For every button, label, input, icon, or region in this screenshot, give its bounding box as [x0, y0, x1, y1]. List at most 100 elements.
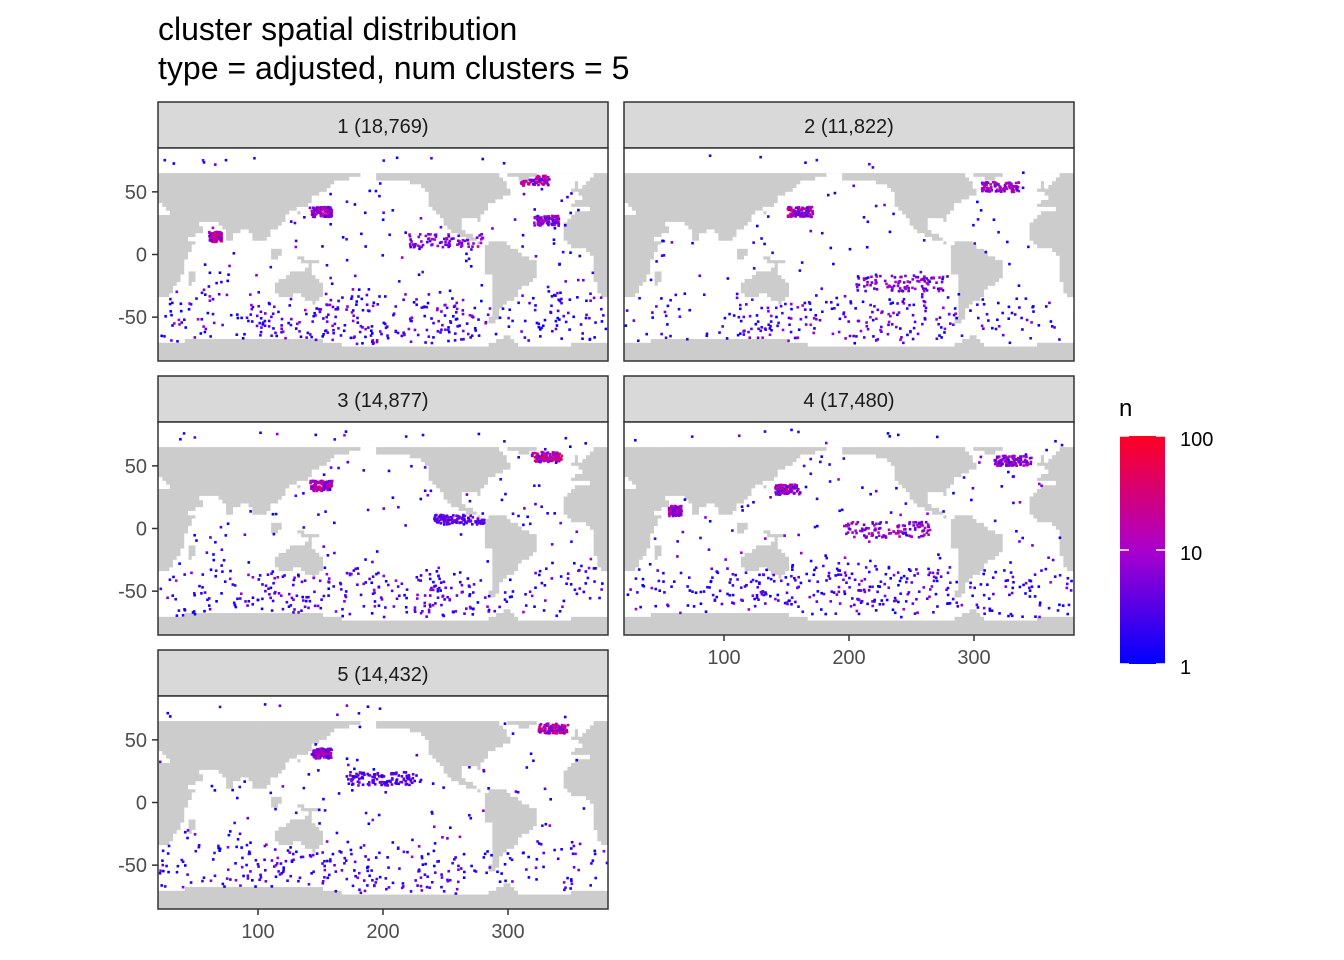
data-cell	[391, 209, 395, 212]
data-cell	[319, 209, 323, 212]
data-cell	[321, 851, 325, 854]
data-cell	[309, 481, 312, 485]
chart-subtitle: type = adjusted, num clusters = 5	[158, 50, 629, 86]
data-cell	[402, 333, 406, 337]
data-cell	[359, 846, 363, 849]
data-cell	[755, 579, 758, 583]
data-cell	[902, 528, 906, 531]
data-cell	[378, 295, 381, 298]
data-cell	[401, 882, 405, 885]
data-cell	[538, 177, 541, 181]
data-cell	[248, 850, 251, 854]
data-cell	[641, 577, 645, 581]
data-cell	[353, 860, 357, 864]
data-cell	[541, 824, 544, 828]
data-cell	[404, 783, 408, 786]
data-cell	[938, 276, 941, 279]
data-cell	[351, 884, 355, 888]
data-cell	[348, 573, 352, 577]
data-cell	[432, 849, 436, 853]
data-cell	[447, 339, 450, 343]
data-cell	[448, 522, 451, 526]
data-cell	[431, 603, 435, 607]
data-cell	[415, 753, 419, 757]
data-cell	[555, 456, 559, 459]
data-cell	[546, 179, 549, 182]
data-cell	[905, 533, 908, 537]
data-cell	[403, 593, 406, 597]
data-cell	[894, 532, 898, 535]
data-cell	[321, 747, 324, 750]
data-cell	[485, 871, 488, 875]
data-cell	[318, 579, 322, 583]
data-cell	[353, 869, 356, 872]
data-cell	[461, 238, 465, 242]
data-cell	[316, 747, 319, 751]
data-cell	[348, 612, 352, 616]
data-cell	[880, 330, 883, 333]
data-cell	[888, 435, 892, 438]
data-cell	[280, 327, 283, 331]
data-cell	[997, 230, 1000, 234]
data-cell	[1008, 341, 1012, 345]
data-cell	[667, 508, 671, 512]
data-cell	[782, 491, 786, 495]
data-cell	[867, 532, 871, 535]
data-cell	[302, 786, 306, 790]
data-cell	[1003, 184, 1007, 187]
data-cell	[874, 339, 878, 342]
data-cell	[517, 301, 520, 305]
data-cell	[904, 287, 907, 291]
data-cell	[299, 855, 303, 859]
data-cell	[354, 874, 357, 878]
data-cell	[339, 851, 343, 854]
data-cell	[452, 610, 455, 614]
data-cell	[578, 842, 582, 846]
data-cell	[569, 878, 573, 881]
data-cell	[691, 241, 694, 245]
data-cell	[482, 768, 485, 772]
data-cell	[302, 526, 306, 529]
data-cell	[255, 273, 258, 277]
data-cell	[956, 605, 960, 608]
data-cell	[328, 479, 332, 483]
data-cell	[681, 530, 685, 534]
data-cell	[824, 441, 828, 445]
data-cell	[877, 531, 880, 534]
data-cell	[887, 312, 891, 316]
data-cell	[556, 215, 560, 218]
data-cell	[673, 512, 677, 516]
data-cell	[288, 304, 292, 307]
data-cell	[163, 885, 167, 888]
data-cell	[410, 316, 414, 320]
data-cell	[442, 520, 446, 524]
data-cell	[310, 753, 314, 756]
data-cell	[769, 495, 772, 499]
data-cell	[330, 282, 334, 286]
data-cell	[269, 596, 272, 600]
data-cell	[790, 209, 793, 212]
data-cell	[740, 598, 743, 602]
data-cell	[319, 489, 323, 492]
data-cell	[813, 568, 816, 572]
data-cell	[551, 218, 554, 221]
data-cell	[508, 857, 512, 860]
data-cell	[290, 860, 294, 864]
data-cell	[1033, 573, 1037, 576]
data-cell	[445, 306, 449, 310]
data-cell	[755, 314, 759, 317]
data-cell	[323, 205, 327, 209]
data-cell	[908, 280, 912, 284]
data-cell	[569, 583, 573, 586]
data-cell	[446, 595, 449, 599]
data-cell	[765, 568, 768, 572]
data-cell	[416, 244, 420, 248]
data-cell	[554, 294, 557, 297]
data-cell	[318, 485, 321, 488]
data-cell	[175, 290, 179, 294]
data-cell	[466, 577, 470, 580]
data-cell	[318, 822, 321, 825]
data-cell	[997, 461, 1001, 465]
data-cell	[955, 316, 958, 320]
data-cell	[875, 317, 878, 321]
